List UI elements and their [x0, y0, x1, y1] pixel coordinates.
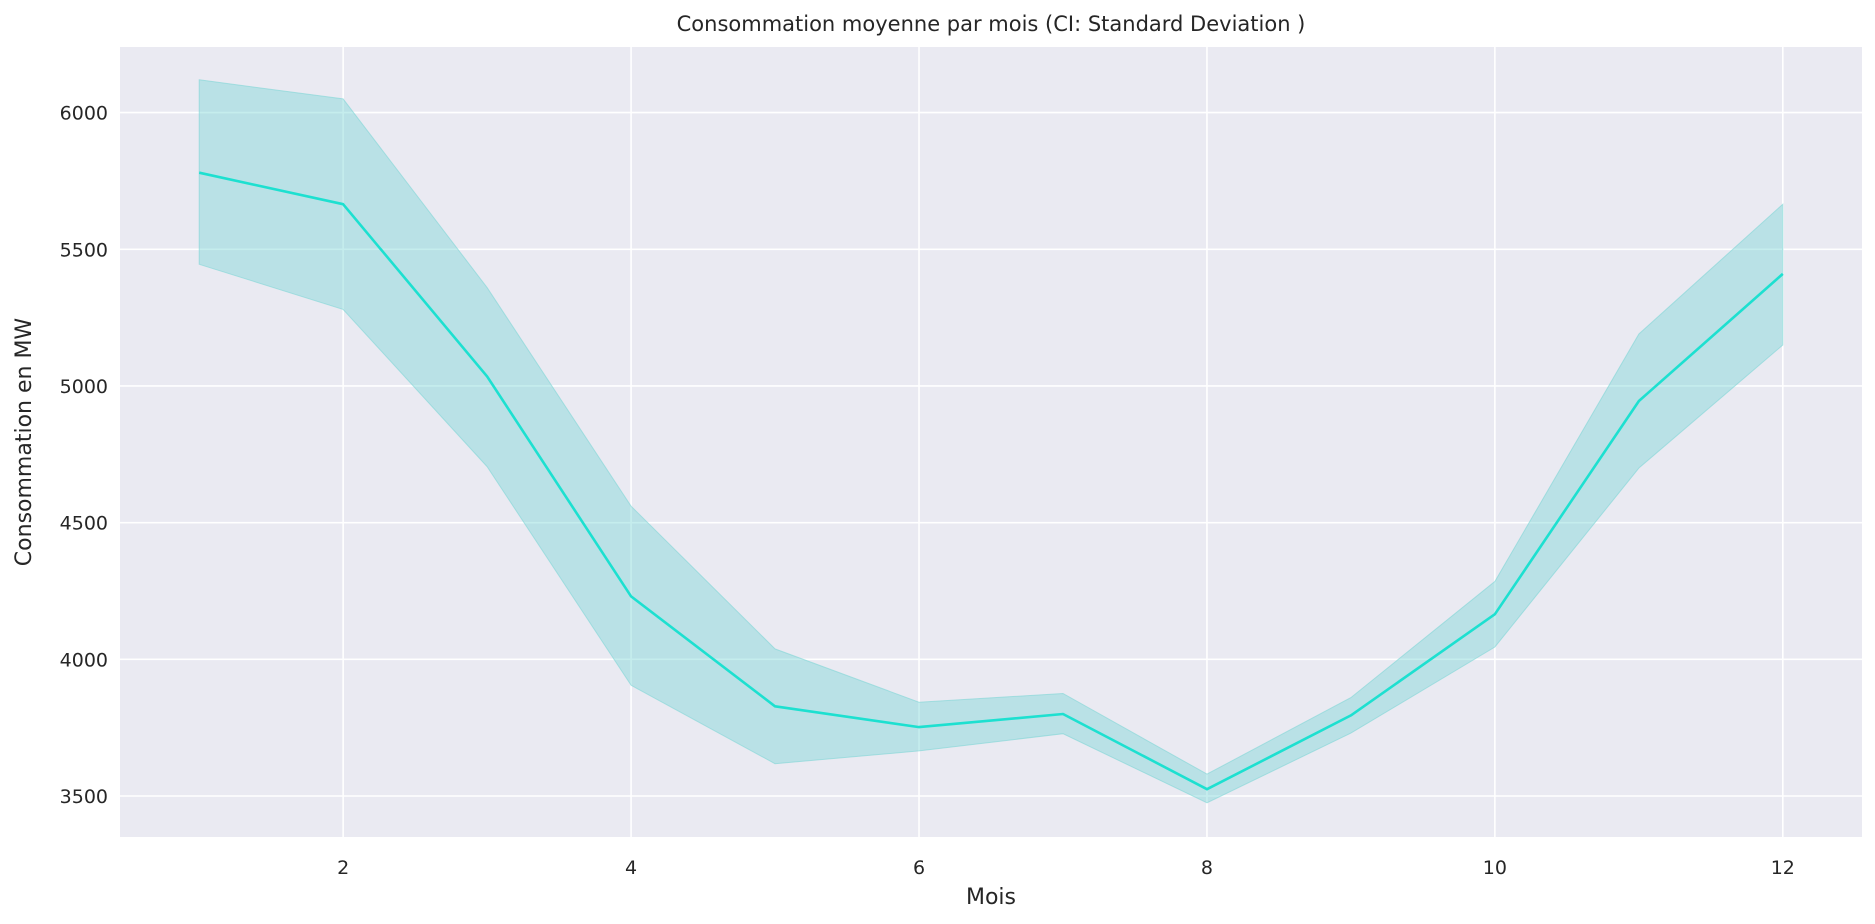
series-line-layer	[198, 171, 1784, 791]
x-tick-label: 10	[1483, 857, 1507, 879]
mean-line	[198, 171, 1784, 791]
x-tick-label: 2	[337, 857, 349, 879]
confidence-band	[198, 79, 1784, 804]
y-tick-label: 6000	[60, 103, 108, 125]
chart-title: Consommation moyenne par mois (CI: Stand…	[677, 12, 1306, 36]
tick-labels: 2 4 6 8 10 12 3500 4000 4500 5000 5500 6000	[60, 103, 1795, 879]
grid	[120, 47, 1862, 837]
y-axis-label: Consommation en MW	[12, 318, 37, 567]
x-axis-label: Mois	[966, 885, 1016, 910]
x-tick-label: 4	[625, 857, 637, 879]
x-tick-label: 8	[1201, 857, 1213, 879]
plot-area	[120, 47, 1862, 837]
x-tick-label: 12	[1771, 857, 1795, 879]
y-tick-label: 4500	[60, 513, 108, 535]
y-tick-label: 5000	[60, 376, 108, 398]
x-tick-label: 6	[913, 857, 925, 879]
y-tick-label: 3500	[60, 786, 108, 808]
y-tick-label: 5500	[60, 239, 108, 261]
y-tick-label: 4000	[60, 649, 108, 671]
confidence-band-layer	[198, 79, 1784, 804]
